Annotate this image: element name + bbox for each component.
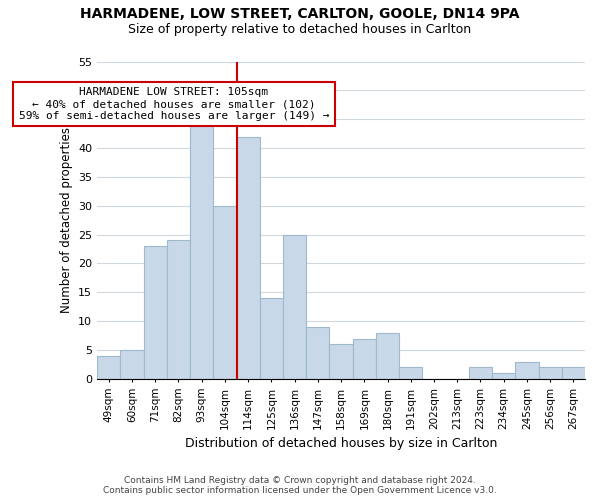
- Bar: [260, 298, 283, 379]
- Bar: [329, 344, 353, 379]
- Bar: [236, 136, 260, 379]
- Y-axis label: Number of detached properties: Number of detached properties: [59, 127, 73, 313]
- Bar: [190, 114, 214, 379]
- Text: HARMADENE, LOW STREET, CARLTON, GOOLE, DN14 9PA: HARMADENE, LOW STREET, CARLTON, GOOLE, D…: [80, 8, 520, 22]
- Bar: [97, 356, 121, 379]
- Bar: [214, 206, 236, 379]
- Bar: [353, 338, 376, 379]
- Bar: [143, 246, 167, 379]
- Text: Contains HM Land Registry data © Crown copyright and database right 2024.
Contai: Contains HM Land Registry data © Crown c…: [103, 476, 497, 495]
- Bar: [492, 373, 515, 379]
- Text: Size of property relative to detached houses in Carlton: Size of property relative to detached ho…: [128, 22, 472, 36]
- Bar: [539, 368, 562, 379]
- Bar: [469, 368, 492, 379]
- Text: HARMADENE LOW STREET: 105sqm
← 40% of detached houses are smaller (102)
59% of s: HARMADENE LOW STREET: 105sqm ← 40% of de…: [19, 88, 329, 120]
- Bar: [167, 240, 190, 379]
- Bar: [306, 327, 329, 379]
- Bar: [283, 234, 306, 379]
- Bar: [399, 368, 422, 379]
- Bar: [121, 350, 143, 379]
- X-axis label: Distribution of detached houses by size in Carlton: Distribution of detached houses by size …: [185, 437, 497, 450]
- Bar: [376, 332, 399, 379]
- Bar: [562, 368, 585, 379]
- Bar: [515, 362, 539, 379]
